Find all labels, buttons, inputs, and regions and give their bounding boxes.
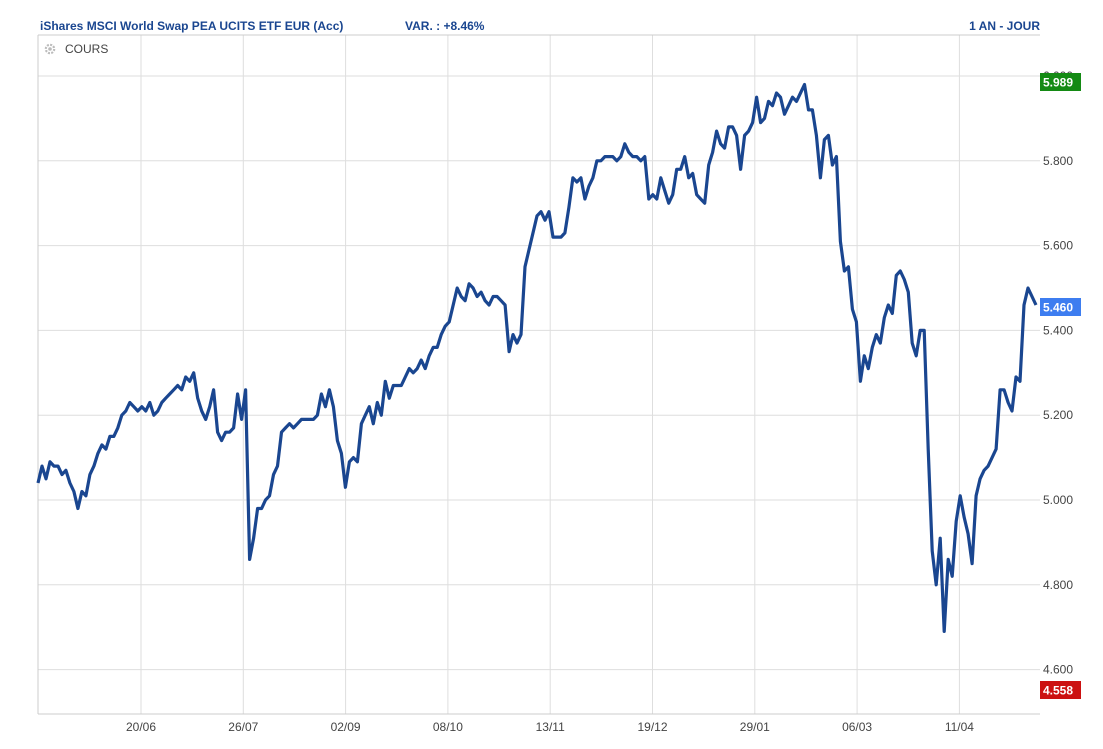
y-tick-label: 5.600 bbox=[1043, 239, 1073, 253]
x-axis-labels: 20/06 26/07 02/09 08/10 13/11 19/12 29/01 06/03… bbox=[126, 720, 974, 734]
y-tick-label: 5.400 bbox=[1043, 323, 1073, 337]
horizontal-gridlines bbox=[38, 75, 1040, 671]
badge-background bbox=[1040, 73, 1081, 91]
x-tick-label: 29/01 bbox=[740, 720, 770, 734]
badge-background bbox=[1040, 298, 1081, 316]
y-tick-label: 4.600 bbox=[1043, 663, 1073, 677]
last-value-badge: 5.460 bbox=[1040, 298, 1081, 316]
x-tick-label: 08/10 bbox=[433, 720, 463, 734]
gear-icon[interactable] bbox=[44, 43, 56, 55]
badge-text: 4.558 bbox=[1043, 684, 1073, 698]
x-tick-label: 11/04 bbox=[945, 720, 974, 734]
vertical-gridlines bbox=[140, 35, 960, 714]
period-selector[interactable]: 1 AN - JOUR bbox=[969, 19, 1040, 33]
panel-header: COURS bbox=[44, 42, 108, 56]
x-tick-label: 06/03 bbox=[842, 720, 872, 734]
price-series-line bbox=[36, 82, 1038, 633]
variation-label: VAR. : +8.46% bbox=[405, 19, 485, 33]
y-tick-label: 4.800 bbox=[1043, 578, 1073, 592]
x-tick-label: 20/06 bbox=[126, 720, 156, 734]
high-value-badge: 5.989 bbox=[1040, 73, 1081, 91]
x-tick-label: 02/09 bbox=[331, 720, 361, 734]
y-tick-label: 5.800 bbox=[1043, 154, 1073, 168]
panel-label: COURS bbox=[65, 42, 109, 56]
y-tick-label: 5.200 bbox=[1043, 408, 1073, 422]
chart-title: iShares MSCI World Swap PEA UCITS ETF EU… bbox=[40, 19, 344, 33]
badge-background bbox=[1040, 681, 1081, 699]
x-tick-label: 13/11 bbox=[536, 720, 565, 734]
y-tick-label: 5.000 bbox=[1043, 493, 1073, 507]
low-value-badge: 4.558 bbox=[1040, 681, 1081, 699]
x-tick-label: 19/12 bbox=[637, 720, 667, 734]
badge-text: 5.989 bbox=[1043, 76, 1073, 90]
badge-text: 5.460 bbox=[1043, 301, 1073, 315]
x-tick-label: 26/07 bbox=[228, 720, 258, 734]
